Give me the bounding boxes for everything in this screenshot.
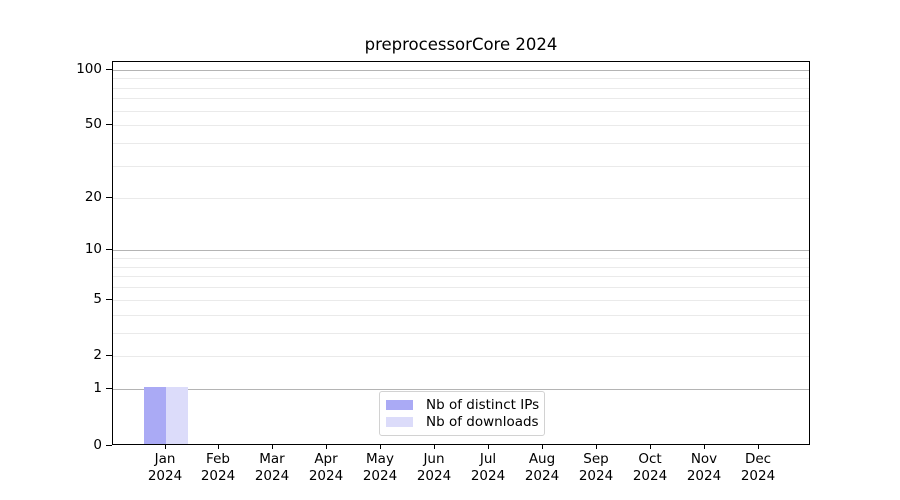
y-tick-label: 100 <box>76 61 102 77</box>
gridline-minor <box>113 166 809 167</box>
y-tick-mark <box>106 69 112 70</box>
x-tick-label: Oct 2024 <box>632 451 668 484</box>
y-tick-mark <box>106 299 112 300</box>
legend-item-downloads: Nb of downloads <box>386 414 539 430</box>
y-tick-mark <box>106 124 112 125</box>
x-tick-label: Sep 2024 <box>578 451 614 484</box>
gridline-minor <box>113 333 809 334</box>
bar-downloads <box>166 387 188 444</box>
y-tick-label: 5 <box>93 291 102 307</box>
legend-swatch-downloads <box>386 417 413 427</box>
gridline-minor <box>113 143 809 144</box>
y-tick-label: 0 <box>93 437 102 453</box>
x-tick-mark <box>758 445 759 449</box>
gridline-minor <box>113 78 809 79</box>
gridline-major <box>113 389 809 390</box>
y-tick-mark <box>106 197 112 198</box>
x-tick-mark <box>165 445 166 449</box>
x-tick-label: Aug 2024 <box>524 451 560 484</box>
legend-swatch-distinct-ips <box>386 400 413 410</box>
gridline-major <box>113 70 809 71</box>
gridline-minor <box>113 125 809 126</box>
gridline-minor <box>113 258 809 259</box>
legend-label-downloads: Nb of downloads <box>426 414 539 430</box>
x-tick-mark <box>704 445 705 449</box>
x-tick-mark <box>218 445 219 449</box>
gridline-minor <box>113 356 809 357</box>
plot-area <box>112 61 810 445</box>
x-tick-label: Feb 2024 <box>200 451 236 484</box>
y-tick-label: 20 <box>84 189 102 205</box>
y-tick-mark <box>106 388 112 389</box>
x-tick-mark <box>434 445 435 449</box>
gridline-minor <box>113 315 809 316</box>
x-tick-mark <box>542 445 543 449</box>
legend-label-distinct-ips: Nb of distinct IPs <box>426 397 540 413</box>
x-tick-label: Jul 2024 <box>470 451 506 484</box>
x-tick-label: Nov 2024 <box>686 451 722 484</box>
x-tick-mark <box>650 445 651 449</box>
gridline-minor <box>113 287 809 288</box>
y-tick-label: 10 <box>84 241 102 257</box>
y-tick-mark <box>106 249 112 250</box>
legend: Nb of distinct IPs Nb of downloads <box>379 391 545 436</box>
x-tick-label: Dec 2024 <box>740 451 776 484</box>
x-tick-label: Jan 2024 <box>147 451 183 484</box>
bar-distinct-ips <box>144 387 166 444</box>
y-tick-label: 1 <box>93 380 102 396</box>
gridline-minor <box>113 276 809 277</box>
x-tick-label: Apr 2024 <box>308 451 344 484</box>
gridline-minor <box>113 88 809 89</box>
gridline-minor <box>113 267 809 268</box>
y-tick-label: 2 <box>93 347 102 363</box>
gridline-minor <box>113 300 809 301</box>
x-tick-mark <box>272 445 273 449</box>
gridline-major <box>113 250 809 251</box>
gridline-minor <box>113 111 809 112</box>
chart-title: preprocessorCore 2024 <box>364 35 558 54</box>
y-tick-mark <box>106 445 112 446</box>
y-tick-label: 50 <box>84 116 102 132</box>
x-tick-label: Mar 2024 <box>254 451 290 484</box>
gridline-minor <box>113 198 809 199</box>
x-tick-mark <box>380 445 381 449</box>
gridline-minor <box>113 98 809 99</box>
legend-item-distinct-ips: Nb of distinct IPs <box>386 397 540 413</box>
x-tick-label: May 2024 <box>362 451 398 484</box>
x-tick-mark <box>488 445 489 449</box>
x-tick-mark <box>596 445 597 449</box>
x-tick-mark <box>326 445 327 449</box>
x-tick-label: Jun 2024 <box>416 451 452 484</box>
y-tick-mark <box>106 355 112 356</box>
